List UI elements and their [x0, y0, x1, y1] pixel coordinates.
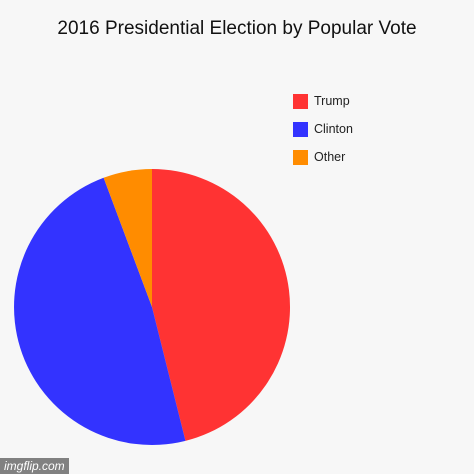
watermark: imgflip.com: [0, 458, 69, 474]
legend-item-trump: Trump: [293, 92, 353, 110]
legend-swatch-other: [293, 149, 308, 165]
legend-label-other: Other: [314, 150, 346, 164]
pie-slice-other: [103, 169, 152, 307]
legend-item-other: Other: [293, 148, 353, 166]
legend-swatch-clinton: [293, 121, 308, 137]
legend-item-clinton: Clinton: [293, 120, 353, 138]
legend-swatch-trump: [293, 93, 308, 109]
chart-title: 2016 Presidential Election by Popular Vo…: [57, 18, 417, 39]
pie-slice-clinton: [14, 177, 186, 445]
legend-label-trump: Trump: [314, 94, 350, 108]
pie-slice-trump: [152, 169, 291, 441]
legend-label-clinton: Clinton: [314, 122, 353, 136]
legend: Trump Clinton Other: [293, 92, 353, 176]
